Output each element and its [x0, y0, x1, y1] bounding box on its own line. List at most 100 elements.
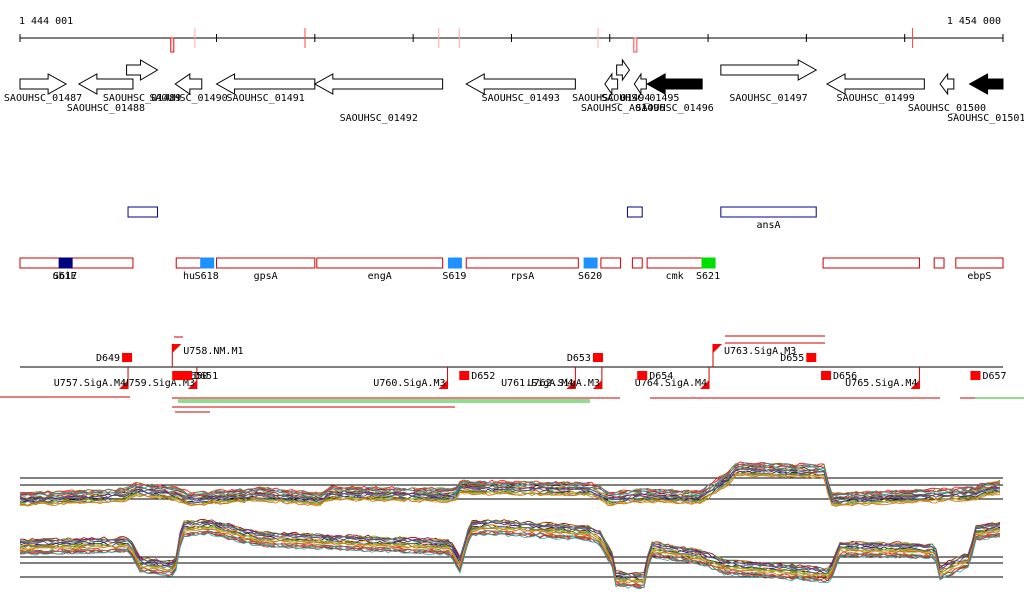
operon-label: ansA	[756, 220, 780, 231]
operon-track: ansA	[127, 206, 817, 231]
terminator-marker	[122, 353, 133, 362]
gene-arrow	[646, 73, 703, 95]
gene-label: SAOUHSC_01501	[947, 113, 1024, 124]
expression-profile-line	[19, 530, 1001, 587]
promoter-label: U765.SigA.M4	[845, 378, 917, 389]
srna-block	[701, 257, 716, 269]
terminator-marker	[821, 371, 832, 380]
gene-label: SAOUHSC_01488	[67, 103, 145, 114]
feature-box	[631, 257, 643, 269]
operon-box	[127, 206, 159, 218]
terminator-marker	[806, 353, 817, 362]
expression-profile-line	[19, 521, 1001, 579]
feature-label: ubiE	[52, 271, 76, 282]
gene-label: SAOUHSC_01493	[482, 93, 560, 104]
promoter-label: U758.NM.M1	[183, 346, 243, 357]
expression-profile-line	[19, 472, 1001, 506]
gene-label: SAOUHSC_01491	[227, 93, 305, 104]
expression-profile-line	[19, 469, 1001, 502]
expression-profile-line	[19, 464, 1001, 497]
feature-box	[933, 257, 945, 269]
gene-label: SAOUHSC_01490	[149, 93, 227, 104]
promoter-flag	[187, 380, 197, 389]
feature-label: hu	[183, 271, 195, 282]
gene-arrow	[633, 72, 647, 96]
expression-profile-line	[19, 530, 1001, 588]
gene-arrow	[313, 73, 444, 95]
srna-label: S621	[696, 271, 720, 282]
gene-arrow	[720, 59, 818, 81]
srna-label: S619	[442, 271, 466, 282]
promoter-flag	[712, 344, 722, 353]
terminator-marker	[637, 371, 648, 380]
genes-track: SAOUHSC_01487SAOUHSC_01488SAOUHSC_01489S…	[4, 58, 1024, 124]
gene-arrow	[939, 72, 955, 96]
srna-block	[583, 257, 598, 269]
ruler-start-label: 1 444 001	[19, 16, 73, 27]
gene-arrow	[616, 58, 631, 82]
promoter-flag	[438, 380, 448, 389]
gene-label: SAOUHSC_A01496	[581, 103, 665, 114]
feature-label: ebpS	[967, 271, 991, 282]
gene-label: SAOUHSC_01489	[103, 93, 181, 104]
terminator-marker	[182, 371, 193, 380]
srna-label: S618	[195, 271, 219, 282]
promoter-label: U759.SigA.M3	[123, 378, 195, 389]
promoter-label: U764.SigA.M4	[635, 378, 707, 389]
gene-label: SAOUHSC_01497	[729, 93, 807, 104]
gene-label: SAOUHSC_01487	[4, 93, 82, 104]
expression-profile-line	[19, 463, 1001, 497]
feature-box	[19, 257, 134, 269]
gene-label: SAOUHSC_01500	[908, 103, 986, 114]
expression-profile-line	[19, 472, 1001, 507]
feature-label: gpsA	[254, 271, 278, 282]
promoter-flag	[592, 380, 602, 389]
gene-label: SAOUHSC_01495	[601, 93, 679, 104]
expression-profile-line	[19, 462, 1000, 496]
terminator-label: D649	[96, 353, 120, 364]
coordinate-ruler: 1 444 001 1 454 000	[19, 16, 1004, 53]
terminator-marker	[172, 371, 183, 380]
promoter-label: U762.SigA.M3	[528, 378, 600, 389]
ruler-end-label: 1 454 000	[947, 16, 1001, 27]
expression-profile-line	[19, 532, 1001, 590]
srna-block	[58, 257, 73, 269]
terminator-label: D656	[833, 371, 857, 382]
transcription-unit-track: U758.NM.M1 U763.SigA.M3 U757.SigA.M4U759.S…	[20, 344, 1007, 389]
terminator-label: D653	[567, 353, 591, 364]
feature-box	[822, 257, 920, 269]
expression-profile-line	[19, 472, 1001, 506]
operon-box	[626, 206, 643, 218]
expression-profile-line	[19, 474, 1001, 507]
gene-label: SAOUHSC_01494	[572, 93, 650, 104]
gene-label: SAOUHSC_01492	[340, 113, 418, 124]
expression-profile-line	[19, 463, 1001, 498]
terminator-marker	[459, 371, 470, 380]
operon-box	[720, 206, 817, 218]
terminator-label: D654	[649, 371, 673, 382]
feature-label: cmk	[666, 271, 684, 282]
annotation-track: ubiE hu gpsA engA rpsA cmk ebpS S617 S618 S619 S62…	[19, 257, 1004, 282]
terminator-label: D651	[194, 371, 218, 382]
gene-arrow	[215, 73, 316, 95]
srna-label: S617	[53, 271, 77, 282]
terminator-marker	[970, 371, 981, 380]
promoter-label: U763.SigA.M3	[724, 346, 796, 357]
gene-arrow	[465, 73, 576, 95]
gene-arrow	[604, 72, 619, 96]
expression-profile-track	[19, 461, 1003, 590]
terminator-label: D650	[184, 371, 208, 382]
terminator-label: D652	[471, 371, 495, 382]
coverage-lines	[0, 335, 1024, 413]
feature-box	[175, 257, 203, 269]
feature-box	[955, 257, 1004, 269]
gene-arrow	[968, 73, 1004, 95]
promoter-flag	[119, 380, 129, 389]
feature-label: engA	[368, 271, 392, 282]
gene-arrow	[77, 73, 134, 95]
expression-profile-line	[19, 531, 1000, 588]
feature-box	[646, 257, 703, 269]
gene-arrow	[126, 59, 159, 81]
promoter-flag	[566, 380, 576, 389]
